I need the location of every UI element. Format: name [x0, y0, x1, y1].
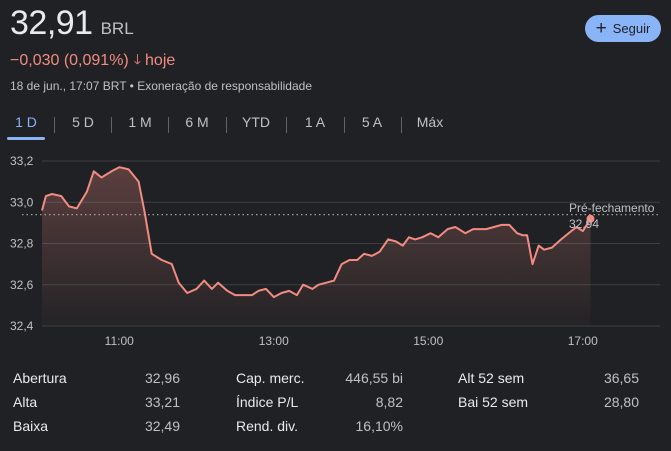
stat-value: 32,96	[144, 370, 180, 386]
tab-separator	[54, 117, 55, 133]
range-tab-1m[interactable]: 1 M	[128, 114, 152, 130]
tab-separator	[111, 117, 112, 133]
y-tick-label: 33,0	[10, 195, 34, 209]
stat-label: Rend. div.	[236, 418, 298, 434]
stat-value: 8,82	[375, 394, 403, 410]
stat-value: 446,55 bi	[345, 370, 403, 386]
stat-value: 28,80	[603, 394, 639, 410]
price-line	[41, 166, 592, 299]
range-tab-5a[interactable]: 5 A	[361, 114, 383, 130]
arrow-down-icon: 🡓	[133, 51, 142, 67]
range-tab-6m[interactable]: 6 M	[185, 114, 209, 130]
quote-timestamp: 18 de jun., 17:07 BRT	[10, 79, 127, 93]
current-price: 32,91	[10, 4, 93, 42]
stat-label: Alt 52 sem	[458, 370, 525, 386]
quote-meta: 18 de jun., 17:07 BRT • Exoneração de re…	[10, 79, 312, 93]
stat-value: 36,65	[603, 370, 639, 386]
stat-label: Alta	[13, 394, 38, 410]
x-tick-label: 13:00	[259, 334, 289, 348]
currency-code: BRL	[100, 19, 134, 38]
y-tick-label: 32,6	[10, 278, 34, 292]
reference-label: Pré-fechamento	[569, 201, 655, 215]
price-header: 32,91 BRL	[10, 4, 134, 43]
y-tick-label: 32,4	[10, 319, 34, 333]
x-tick-label: 11:00	[105, 334, 134, 348]
price-area	[42, 167, 591, 326]
plus-icon: +	[595, 18, 607, 39]
tab-separator	[344, 117, 345, 133]
change-period: hoje	[145, 52, 176, 69]
range-tab-1d[interactable]: 1 D	[15, 114, 37, 130]
price-change-row: −0,030 (0,091%) 🡓 hoje	[10, 49, 175, 73]
range-tab-1a[interactable]: 1 A	[304, 114, 326, 130]
follow-button[interactable]: + Seguir	[585, 15, 661, 42]
tab-separator	[168, 117, 169, 133]
reference-value: 32,94	[569, 217, 599, 231]
price-change: −0,030 (0,091%)	[10, 52, 129, 69]
price-chart: 33,2 33,0 32,8 32,6 32,4 11:00 13:00 15:00 17:00…	[10, 154, 660, 348]
stat-label: Índice P/L	[236, 394, 299, 410]
tab-separator	[401, 117, 402, 133]
last-price-dot	[586, 214, 595, 223]
follow-button-label: Seguir	[612, 21, 651, 36]
meta-separator: •	[129, 79, 138, 93]
x-tick-label: 17:00	[568, 334, 598, 348]
stat-label: Bai 52 sem	[458, 394, 529, 410]
range-tab-5d[interactable]: 5 D	[72, 114, 94, 130]
disclaimer-link[interactable]: Exoneração de responsabilidade	[137, 79, 312, 93]
y-tick-label: 32,8	[10, 237, 34, 251]
tab-separator	[226, 117, 227, 133]
y-tick-label: 33,2	[10, 154, 34, 168]
stat-label: Abertura	[13, 370, 67, 386]
stat-label: Baixa	[13, 418, 49, 434]
x-tick-label: 15:00	[413, 334, 443, 348]
tab-separator	[286, 117, 287, 133]
stat-value: 16,10%	[355, 418, 403, 434]
stat-value: 33,21	[144, 394, 180, 410]
range-tab-máx[interactable]: Máx	[416, 114, 444, 130]
range-tab-ytd[interactable]: YTD	[242, 114, 270, 130]
stat-label: Cap. merc.	[236, 370, 305, 386]
stat-value: 32,49	[144, 418, 180, 434]
active-tab-indicator	[7, 137, 45, 140]
